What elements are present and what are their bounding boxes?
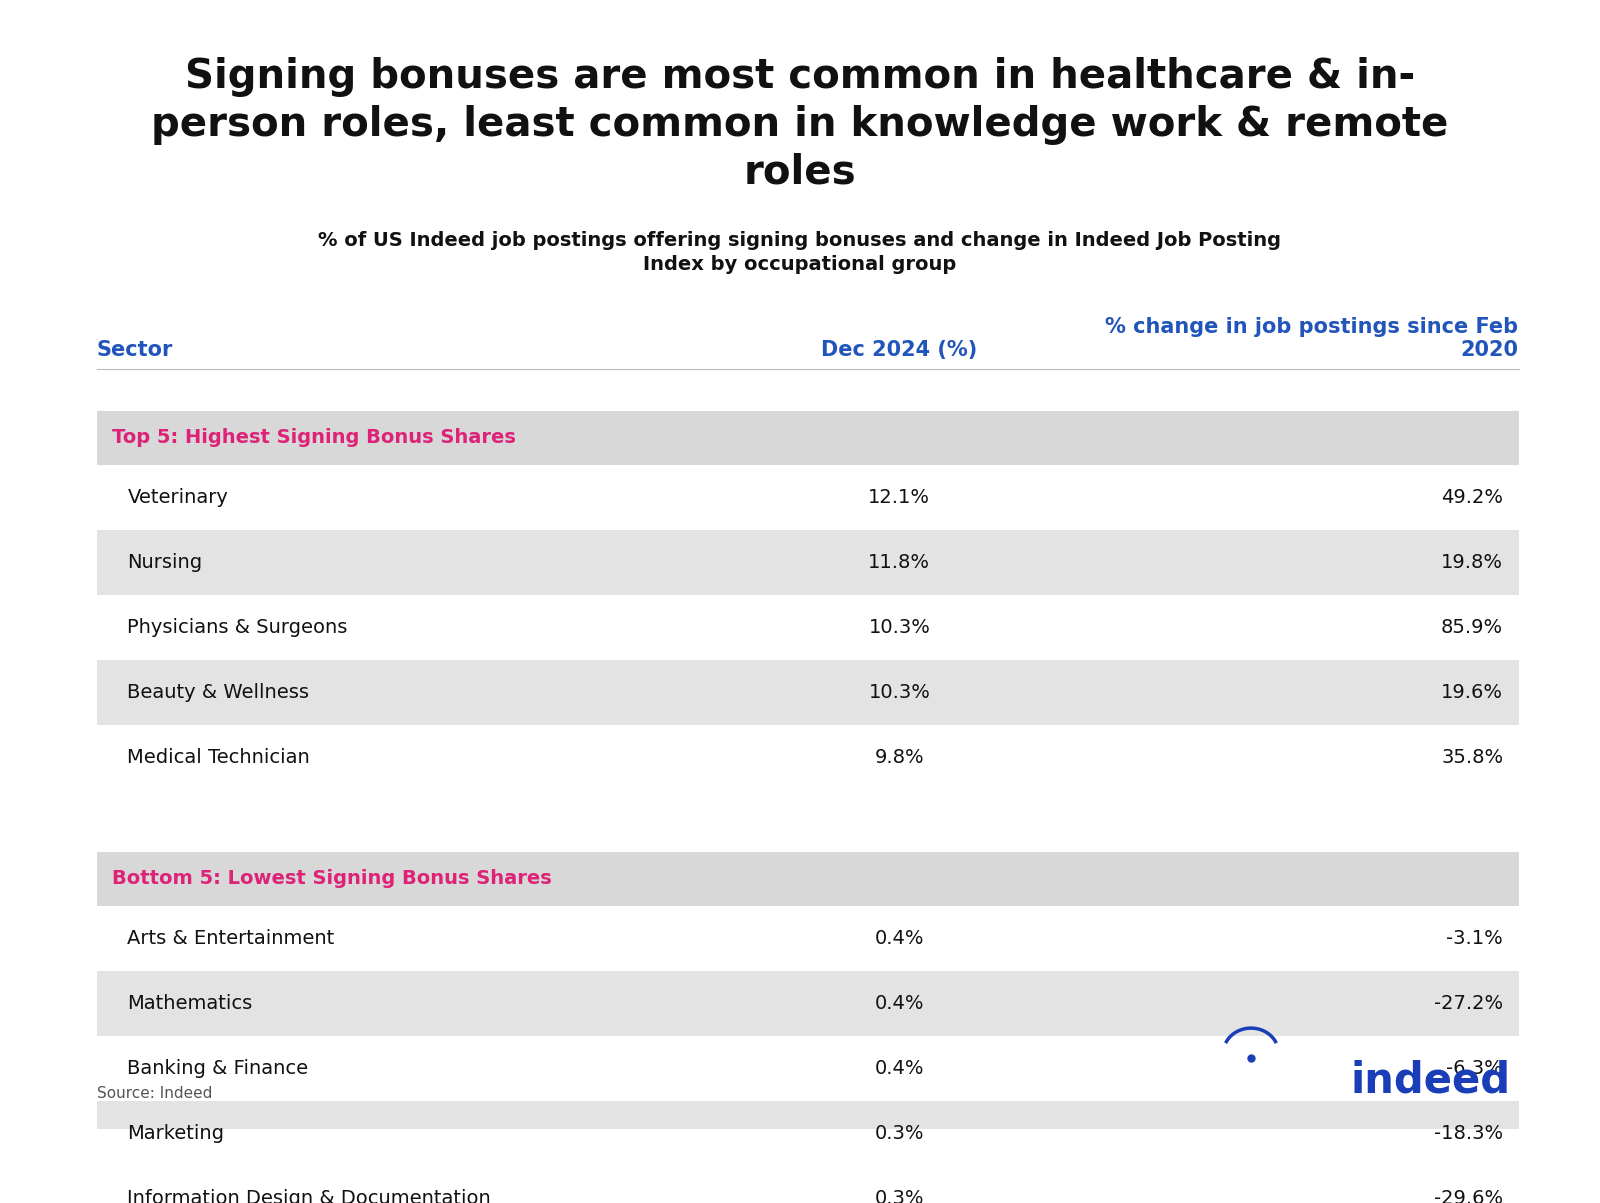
Text: 11.8%: 11.8%: [869, 553, 930, 571]
Bar: [96, 852, 1518, 906]
Text: Information Design & Documentation: Information Design & Documentation: [128, 1190, 491, 1203]
Text: 0.3%: 0.3%: [875, 1124, 925, 1143]
Bar: [96, 411, 1518, 464]
Text: -3.1%: -3.1%: [1446, 929, 1504, 948]
Text: 0.4%: 0.4%: [875, 994, 925, 1013]
Text: Sector: Sector: [96, 340, 173, 361]
Bar: [96, 1101, 1518, 1166]
Text: Dec 2024 (%): Dec 2024 (%): [821, 340, 978, 361]
Text: -29.6%: -29.6%: [1434, 1190, 1504, 1203]
Text: 49.2%: 49.2%: [1442, 488, 1504, 506]
Text: Bottom 5: Lowest Signing Bonus Shares: Bottom 5: Lowest Signing Bonus Shares: [112, 870, 552, 888]
Text: Top 5: Highest Signing Bonus Shares: Top 5: Highest Signing Bonus Shares: [112, 428, 515, 448]
Text: Marketing: Marketing: [128, 1124, 224, 1143]
Text: 10.3%: 10.3%: [869, 618, 930, 638]
Text: Nursing: Nursing: [128, 553, 203, 571]
Text: 85.9%: 85.9%: [1442, 618, 1504, 638]
Bar: [96, 595, 1518, 660]
Bar: [96, 1166, 1518, 1203]
Text: 0.4%: 0.4%: [875, 929, 925, 948]
Text: 12.1%: 12.1%: [869, 488, 930, 506]
Text: Signing bonuses are most common in healthcare & in-
person roles, least common i: Signing bonuses are most common in healt…: [152, 58, 1448, 192]
Text: Medical Technician: Medical Technician: [128, 748, 310, 768]
Text: % of US Indeed job postings offering signing bonuses and change in Indeed Job Po: % of US Indeed job postings offering sig…: [318, 231, 1282, 274]
Bar: [96, 725, 1518, 790]
Text: indeed: indeed: [1350, 1059, 1510, 1101]
Bar: [96, 790, 1518, 852]
Bar: [96, 906, 1518, 971]
Text: % change in job postings since Feb
2020: % change in job postings since Feb 2020: [1106, 318, 1518, 361]
Text: 9.8%: 9.8%: [875, 748, 925, 768]
Bar: [96, 464, 1518, 529]
Text: Physicians & Surgeons: Physicians & Surgeons: [128, 618, 347, 638]
Text: 19.8%: 19.8%: [1442, 553, 1504, 571]
Text: Source: Indeed: Source: Indeed: [96, 1086, 213, 1101]
Bar: [96, 660, 1518, 725]
Text: Arts & Entertainment: Arts & Entertainment: [128, 929, 334, 948]
Bar: [96, 1036, 1518, 1101]
Text: 0.3%: 0.3%: [875, 1190, 925, 1203]
Text: -6.3%: -6.3%: [1446, 1059, 1504, 1078]
Text: -27.2%: -27.2%: [1434, 994, 1504, 1013]
Text: 19.6%: 19.6%: [1442, 683, 1504, 703]
Text: Veterinary: Veterinary: [128, 488, 229, 506]
Text: 0.4%: 0.4%: [875, 1059, 925, 1078]
Text: Beauty & Wellness: Beauty & Wellness: [128, 683, 309, 703]
Text: 10.3%: 10.3%: [869, 683, 930, 703]
Text: -18.3%: -18.3%: [1434, 1124, 1504, 1143]
Text: Mathematics: Mathematics: [128, 994, 253, 1013]
Text: Banking & Finance: Banking & Finance: [128, 1059, 309, 1078]
Text: 35.8%: 35.8%: [1442, 748, 1504, 768]
Bar: [96, 529, 1518, 595]
Bar: [96, 971, 1518, 1036]
